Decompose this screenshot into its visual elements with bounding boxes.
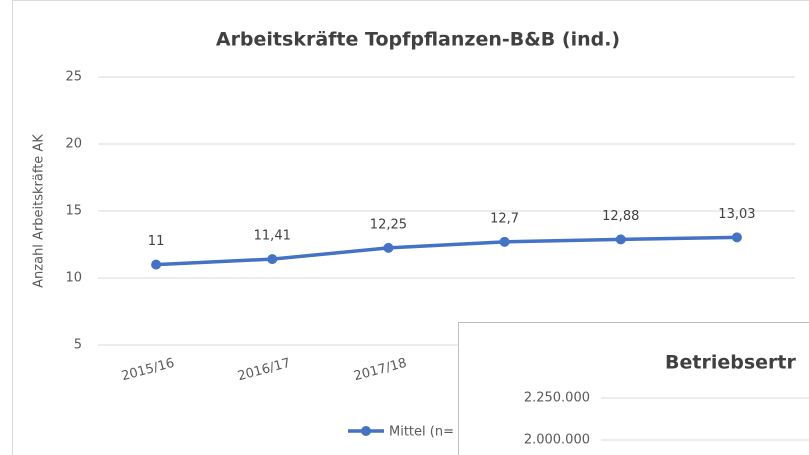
data-point: [731, 232, 742, 243]
y-tick-label: 15: [65, 204, 82, 219]
data-label: 12,88: [602, 209, 639, 224]
data-point: [151, 259, 162, 270]
y-tick-label: 5: [74, 338, 82, 353]
chart-title: Arbeitskräfte Topfpflanzen-B&B (ind.): [216, 29, 620, 51]
data-label: 11: [148, 234, 165, 249]
y-tick-label: 2.000.000: [524, 433, 590, 448]
data-point: [615, 234, 626, 245]
series-line: [156, 235, 737, 267]
y-tick-label: 20: [65, 137, 82, 152]
data-label: 13,03: [718, 207, 755, 222]
legend-label: Mittel (n=: [389, 425, 454, 440]
overlay-chart: Betriebsertr 2.250.000 2.000.000: [458, 322, 809, 455]
data-point: [383, 242, 394, 253]
data-label: 12,7: [490, 211, 519, 226]
data-point: [267, 254, 278, 265]
y-axis-label: Anzahl Arbeitskräfte AK: [32, 134, 47, 288]
overlay-frame: [458, 322, 809, 455]
data-label: 12,25: [370, 217, 407, 232]
data-label: 11,41: [254, 229, 291, 244]
overlay-title: Betriebsertr: [665, 352, 796, 374]
legend-marker: [361, 426, 371, 436]
y-tick-label: 10: [65, 271, 82, 286]
data-point: [499, 236, 510, 247]
y-tick-label: 2.250.000: [524, 391, 590, 406]
y-tick-label: 25: [65, 70, 82, 85]
